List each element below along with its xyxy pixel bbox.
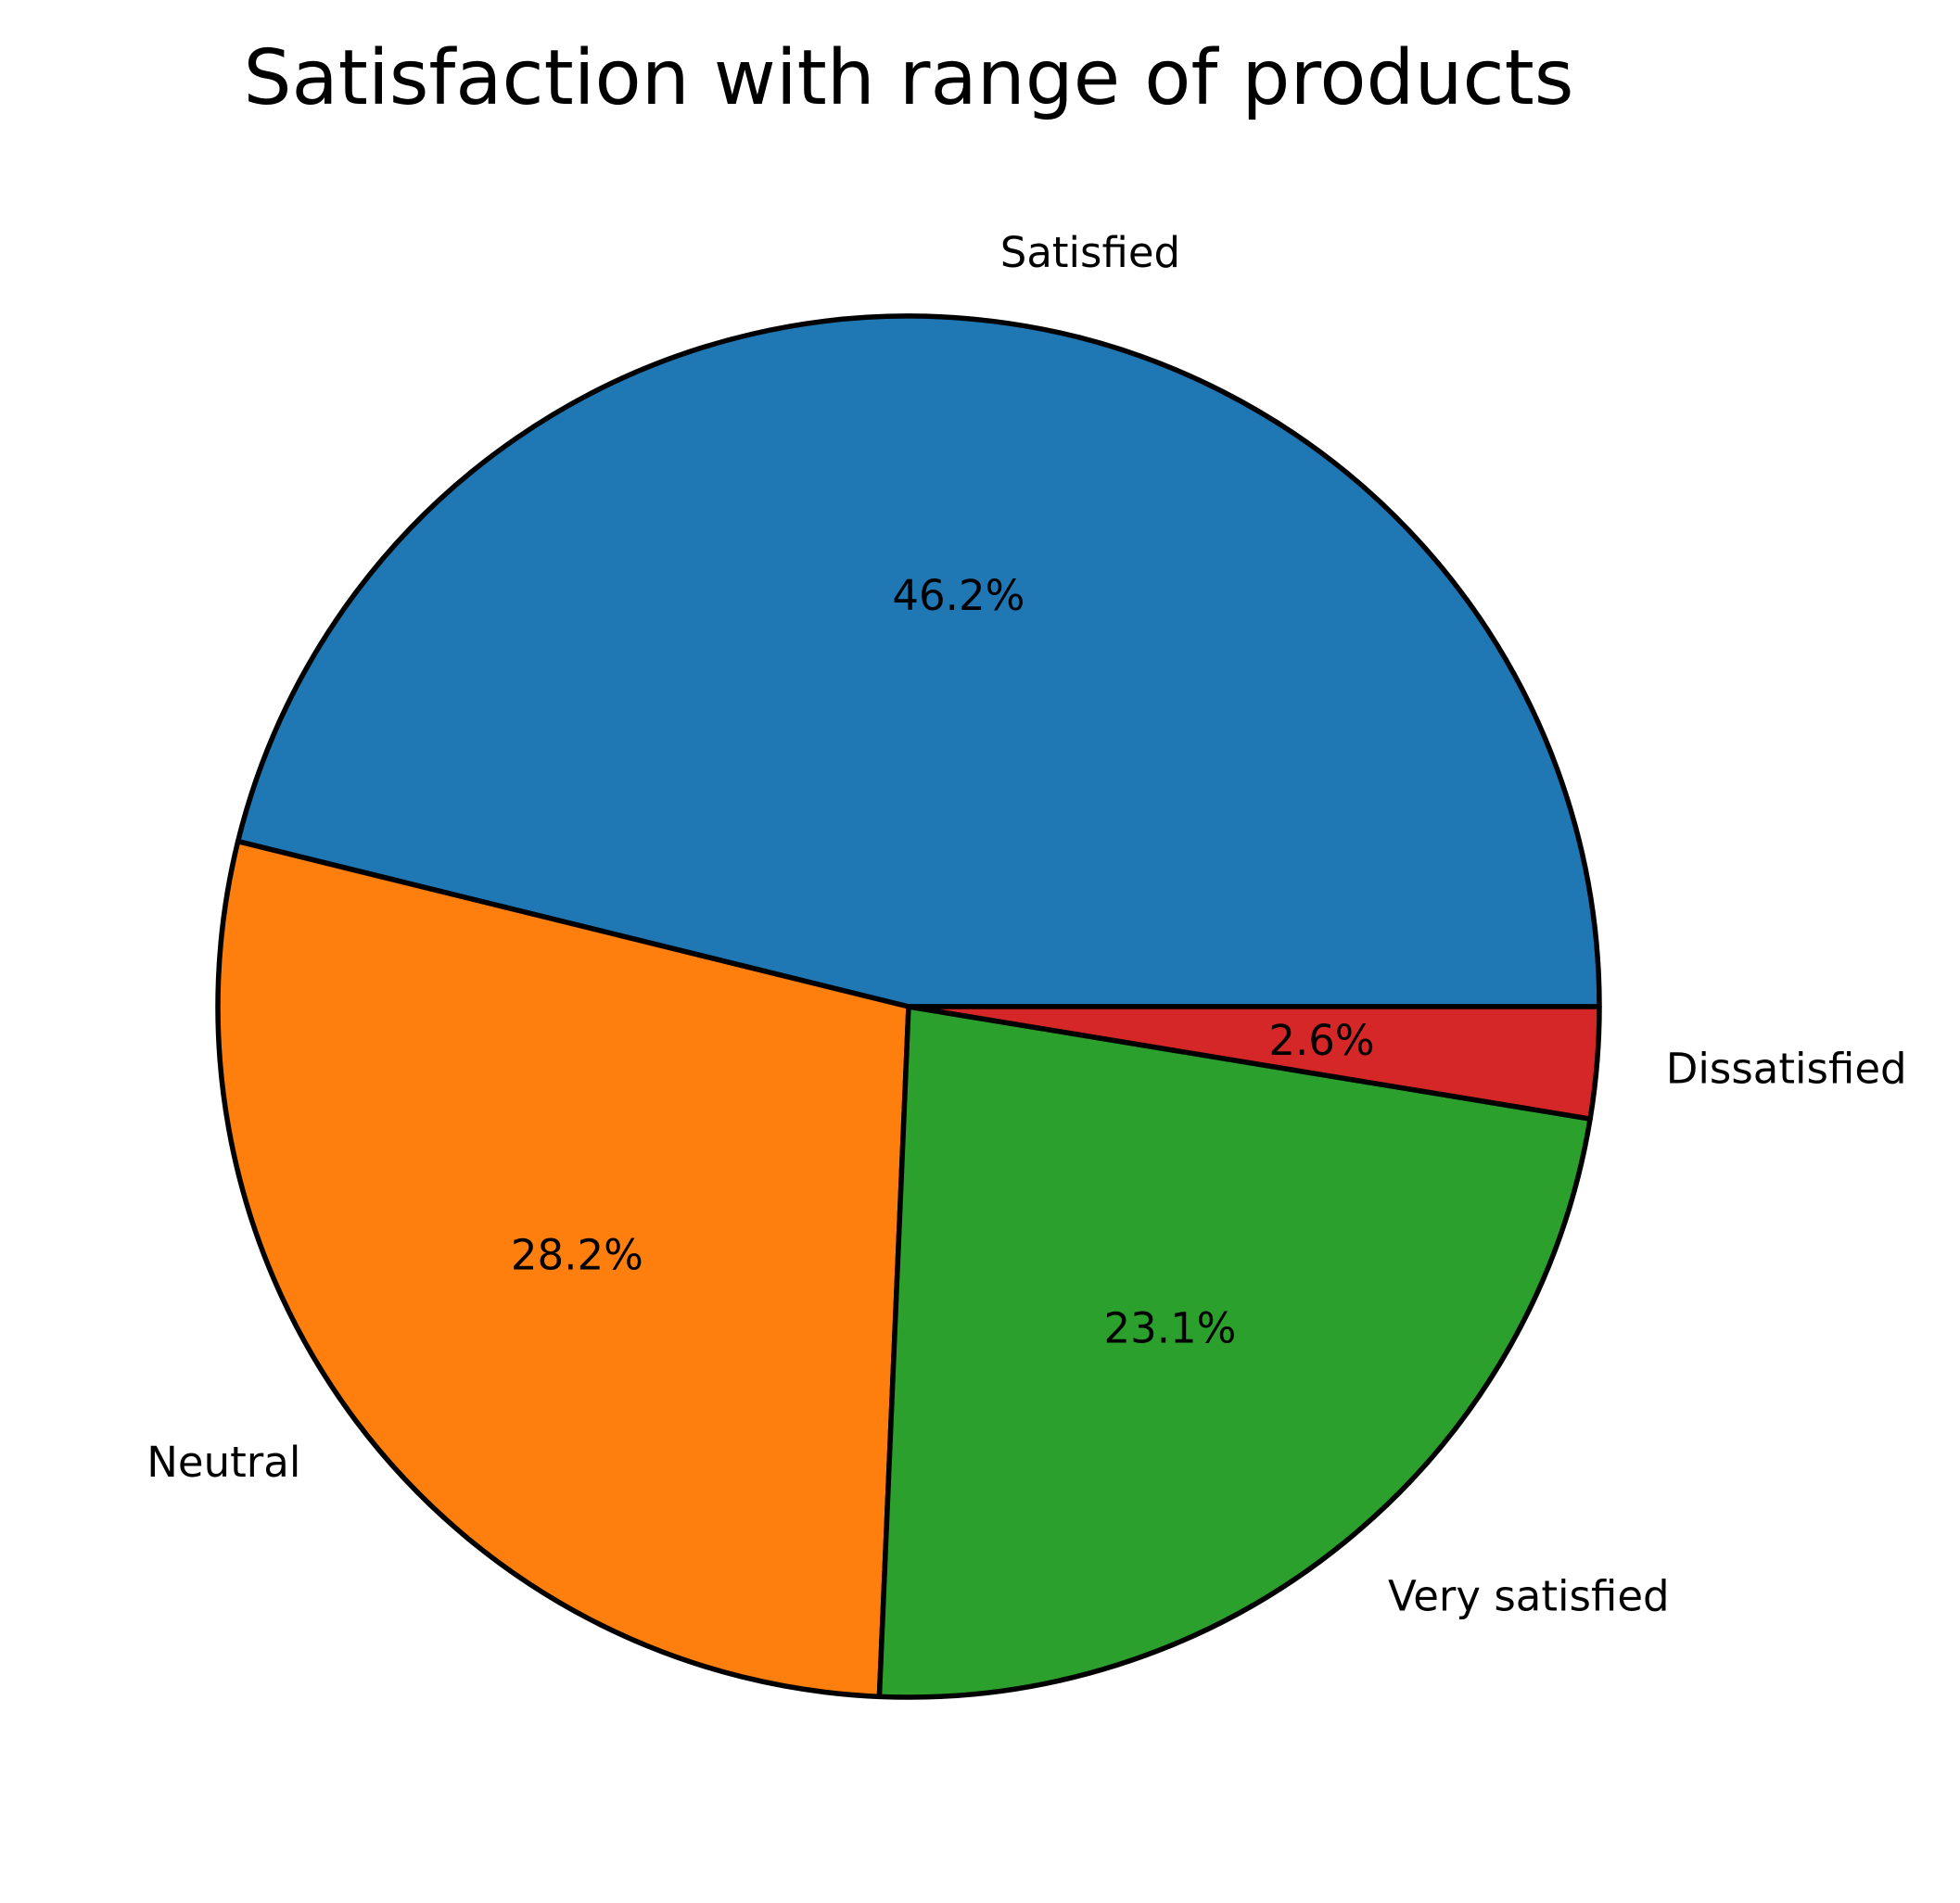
- slice-percent-label: 46.2%: [892, 571, 1025, 620]
- pie-slice-very-satisfied: [876, 1004, 1593, 1700]
- slice-percent-label: 28.2%: [511, 1231, 643, 1280]
- pie-slice-neutral: [215, 838, 911, 1700]
- slice-category-label: Dissatisfied: [1666, 1044, 1907, 1093]
- chart-title: Satisfaction with range of products: [243, 34, 1573, 122]
- slice-percent-label: 23.1%: [1103, 1303, 1236, 1352]
- pie-slice-satisfied: [235, 313, 1602, 1009]
- pie-labels: 46.2% Satisfied 28.2% Neutral 23.1% Very sati…: [146, 228, 1906, 1620]
- pie-slices: [215, 313, 1602, 1700]
- slice-category-label: Neutral: [146, 1438, 300, 1487]
- slice-category-label: Satisfied: [1000, 228, 1180, 277]
- pie-slice-dissatisfied: [906, 1004, 1602, 1122]
- slice-category-label: Very satisfied: [1388, 1571, 1670, 1620]
- slice-percent-label: 2.6%: [1268, 1016, 1374, 1065]
